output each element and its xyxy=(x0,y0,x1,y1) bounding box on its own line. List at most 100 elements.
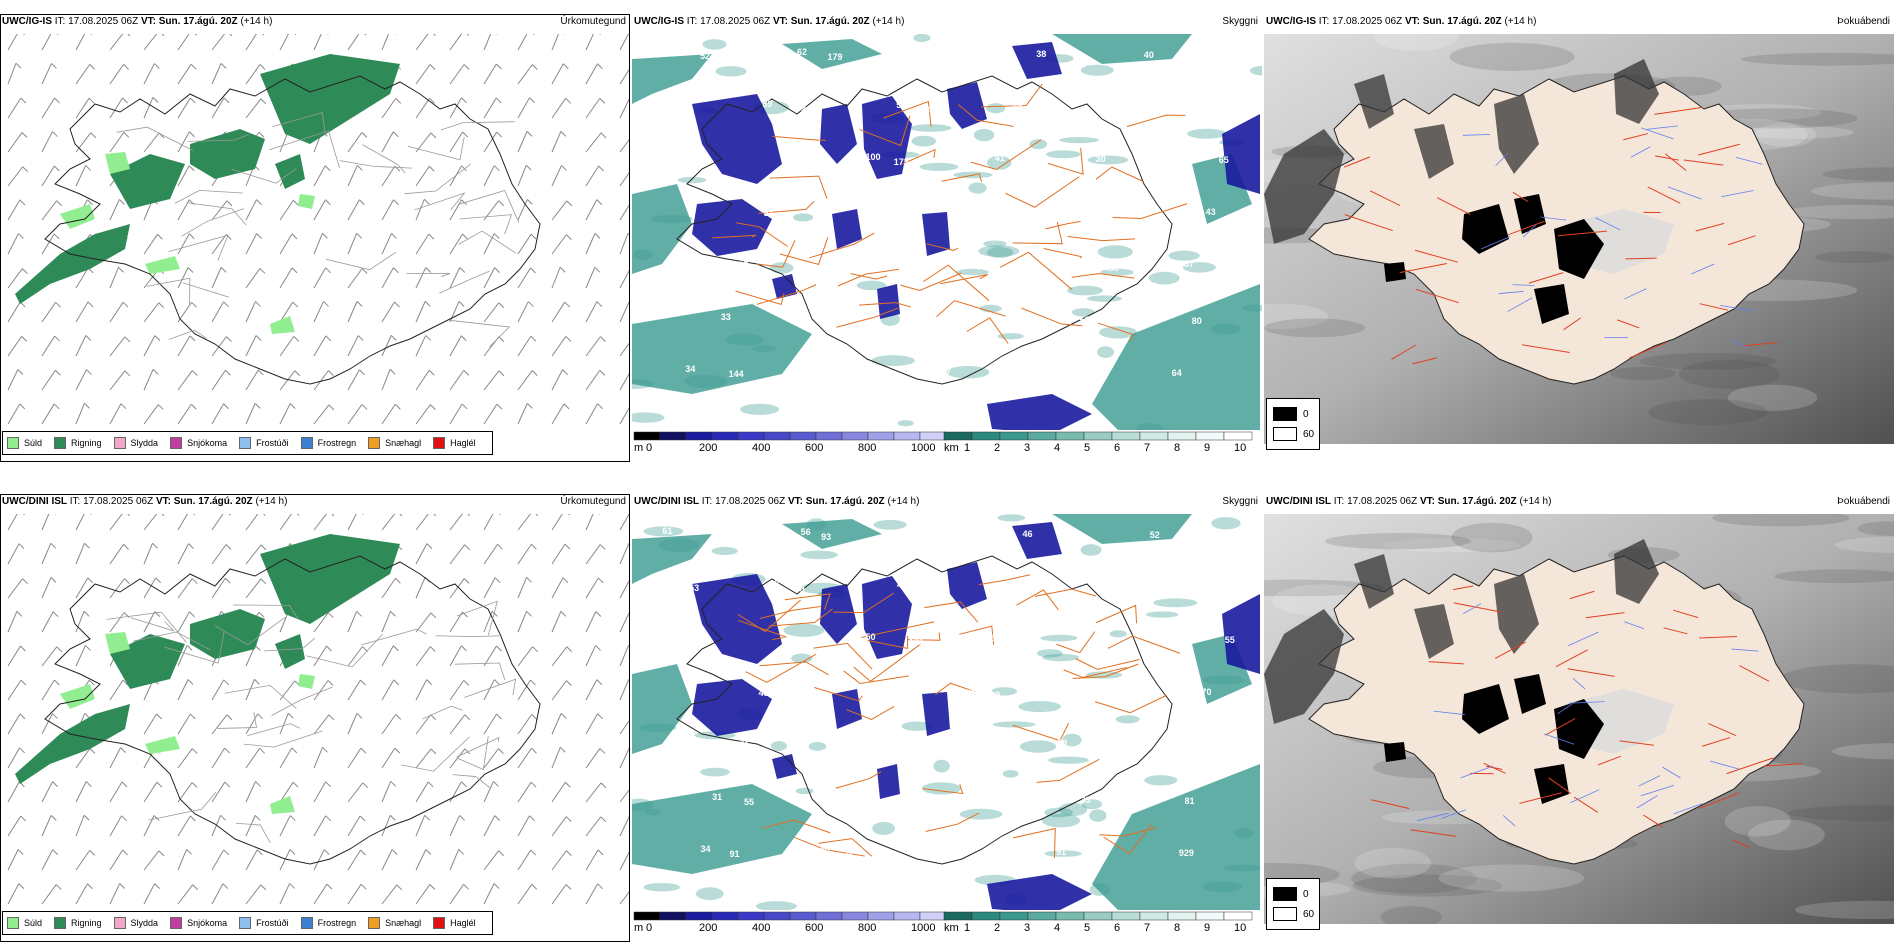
wind-barbs xyxy=(7,34,630,425)
cloud-base-label: 39 xyxy=(1160,311,1170,321)
legend-swatch xyxy=(300,917,313,929)
color-scale-graphic xyxy=(633,911,1253,921)
cloud-base-label: 61 xyxy=(856,261,866,271)
scale-tick-km: 5 xyxy=(1084,442,1091,454)
cloud-base-label: 37 xyxy=(738,260,748,270)
legend-swatch-black xyxy=(1273,887,1297,901)
scale-swatch-m xyxy=(815,911,843,921)
scale-swatch-m xyxy=(685,911,713,921)
legend-swatch xyxy=(239,437,252,449)
scale-tick-km: 10 xyxy=(1234,922,1247,934)
cloud-base-label: 458 xyxy=(1104,263,1119,273)
legend-item: Haglél xyxy=(433,917,476,929)
cloud-base-label: 53 xyxy=(676,103,686,113)
legend-label: Rigning xyxy=(71,918,102,928)
cloud-base-label: 91 xyxy=(1056,847,1066,857)
legend-swatch-white xyxy=(1273,907,1297,921)
cloud-base-areas xyxy=(692,42,1260,434)
scale-tick-km: 8 xyxy=(1174,922,1181,934)
scale-tick-km: 1 xyxy=(964,442,971,454)
cloud-base-label: 62 xyxy=(960,205,970,215)
legend-item: Snjókoma xyxy=(170,917,227,929)
legend-item: Rigning xyxy=(54,437,102,449)
cloud-base-label: 31 xyxy=(712,792,722,802)
cloud-base-labels: 150 89 100 62 56 39 34 62 57 41 29 37 33 37 134 45 30 43 3… xyxy=(663,46,1229,379)
legend-label: Rigning xyxy=(71,438,102,448)
forecast-offset: (+14 h) xyxy=(872,16,905,27)
cloud-base-label: 85 xyxy=(985,633,995,643)
map-canvas: 150 89 100 62 56 39 34 62 57 41 29 37 33 37 134 45 30 43 3… xyxy=(632,34,1262,444)
forecast-offset: (+14 h) xyxy=(240,16,273,27)
road-network xyxy=(1371,585,1802,848)
scale-swatch-m xyxy=(893,911,921,921)
valid-time-value: Sun. 17.ágú. 20Z xyxy=(1437,496,1517,507)
cloud-base-label: 55 xyxy=(744,797,754,807)
scale-swatch-m xyxy=(659,911,687,921)
scale-swatch-m xyxy=(815,431,843,441)
scale-tick-m: 800 xyxy=(858,922,877,934)
scale-tick-km: 6 xyxy=(1114,922,1121,934)
cloud-base-label: 9 xyxy=(847,850,852,860)
scale-swatch-m xyxy=(919,431,947,441)
cloud-base-label: 89 xyxy=(762,99,772,109)
forecast-offset: (+14 h) xyxy=(887,496,920,507)
legend-item: Frostregn xyxy=(300,917,356,929)
coastline xyxy=(44,555,541,865)
cloud-base-label: 89 xyxy=(881,689,891,699)
scale-swatch-km xyxy=(971,911,1001,921)
scale-swatch-m xyxy=(867,911,895,921)
cloud-base-label: 53 xyxy=(689,583,699,593)
map-canvas xyxy=(1264,34,1894,444)
cloud-base-label: 487 xyxy=(759,688,774,698)
legend-swatch xyxy=(54,437,67,449)
cloud-base-label: 437 xyxy=(920,105,935,115)
legend-item: Snæhagl xyxy=(368,437,421,449)
cloud-base-label: 56 xyxy=(783,636,793,646)
river-network xyxy=(1416,603,1759,827)
scale-tick-km: 2 xyxy=(994,442,1001,454)
scale-swatch-km xyxy=(999,911,1029,921)
valid-time-value: Sun. 17.ágú. 20Z xyxy=(1422,16,1502,27)
scale-swatch-km xyxy=(1223,911,1253,921)
cloud-base-label: 38 xyxy=(1036,49,1046,59)
issue-time-value: 17.08.2025 06Z xyxy=(700,16,771,27)
scale-swatch-m xyxy=(841,431,869,441)
legend-item: Snæhagl xyxy=(368,917,421,929)
cloud-base-label: 179 xyxy=(827,52,842,62)
legend-swatch xyxy=(433,437,446,449)
valid-time-label: VT: xyxy=(1419,496,1435,507)
scale-tick-m: 1000 xyxy=(911,442,936,454)
cloud-base-label: 101 xyxy=(909,637,924,647)
legend-label: Snæhagl xyxy=(385,918,422,928)
legend-item: Slydda xyxy=(113,917,159,929)
road-network xyxy=(712,83,1188,344)
cloud-base-label: 70 xyxy=(1201,687,1211,697)
cloud-base-label: 120 xyxy=(1123,691,1138,701)
scale-tick-m: 0 xyxy=(646,922,653,934)
legend-row-black: 0 xyxy=(1273,407,1309,421)
legend-swatch xyxy=(7,437,19,449)
legend-label: Snjókoma xyxy=(187,918,228,928)
scale-tick-km: 9 xyxy=(1204,442,1211,454)
legend-value-white: 60 xyxy=(1303,428,1315,440)
issue-time-value: 17.08.2025 06Z xyxy=(715,496,786,507)
scale-swatch-km xyxy=(1027,911,1057,921)
cloud-base-label: 52 xyxy=(1150,530,1160,540)
map-canvas xyxy=(1264,514,1894,924)
scale-swatch-km xyxy=(1055,431,1085,441)
panel-title: Þokuábendi xyxy=(1837,16,1890,27)
cloud-base-label: 40 xyxy=(1144,50,1154,60)
map-canvas xyxy=(7,34,630,425)
legend-row-black: 0 xyxy=(1273,887,1309,901)
cloud-base-label: 150 xyxy=(663,46,678,56)
cloud-base-label: 52 xyxy=(1005,581,1015,591)
legend-label: Slydda xyxy=(130,918,159,928)
fog-index-panel-bottom: 0 60 UWC/DINI ISL IT: 17.08.2025 06Z VT: S… xyxy=(1264,494,1894,942)
cloud-base-label: 38 xyxy=(1102,634,1112,644)
scale-swatch-km xyxy=(1083,911,1113,921)
cloud-base-label: 218 xyxy=(911,528,926,538)
legend-swatch xyxy=(7,917,19,929)
cloud-base-label: 56 xyxy=(1070,258,1080,268)
issue-time-label: IT: xyxy=(54,16,66,27)
cloud-base-label: 87 xyxy=(1010,638,1020,648)
